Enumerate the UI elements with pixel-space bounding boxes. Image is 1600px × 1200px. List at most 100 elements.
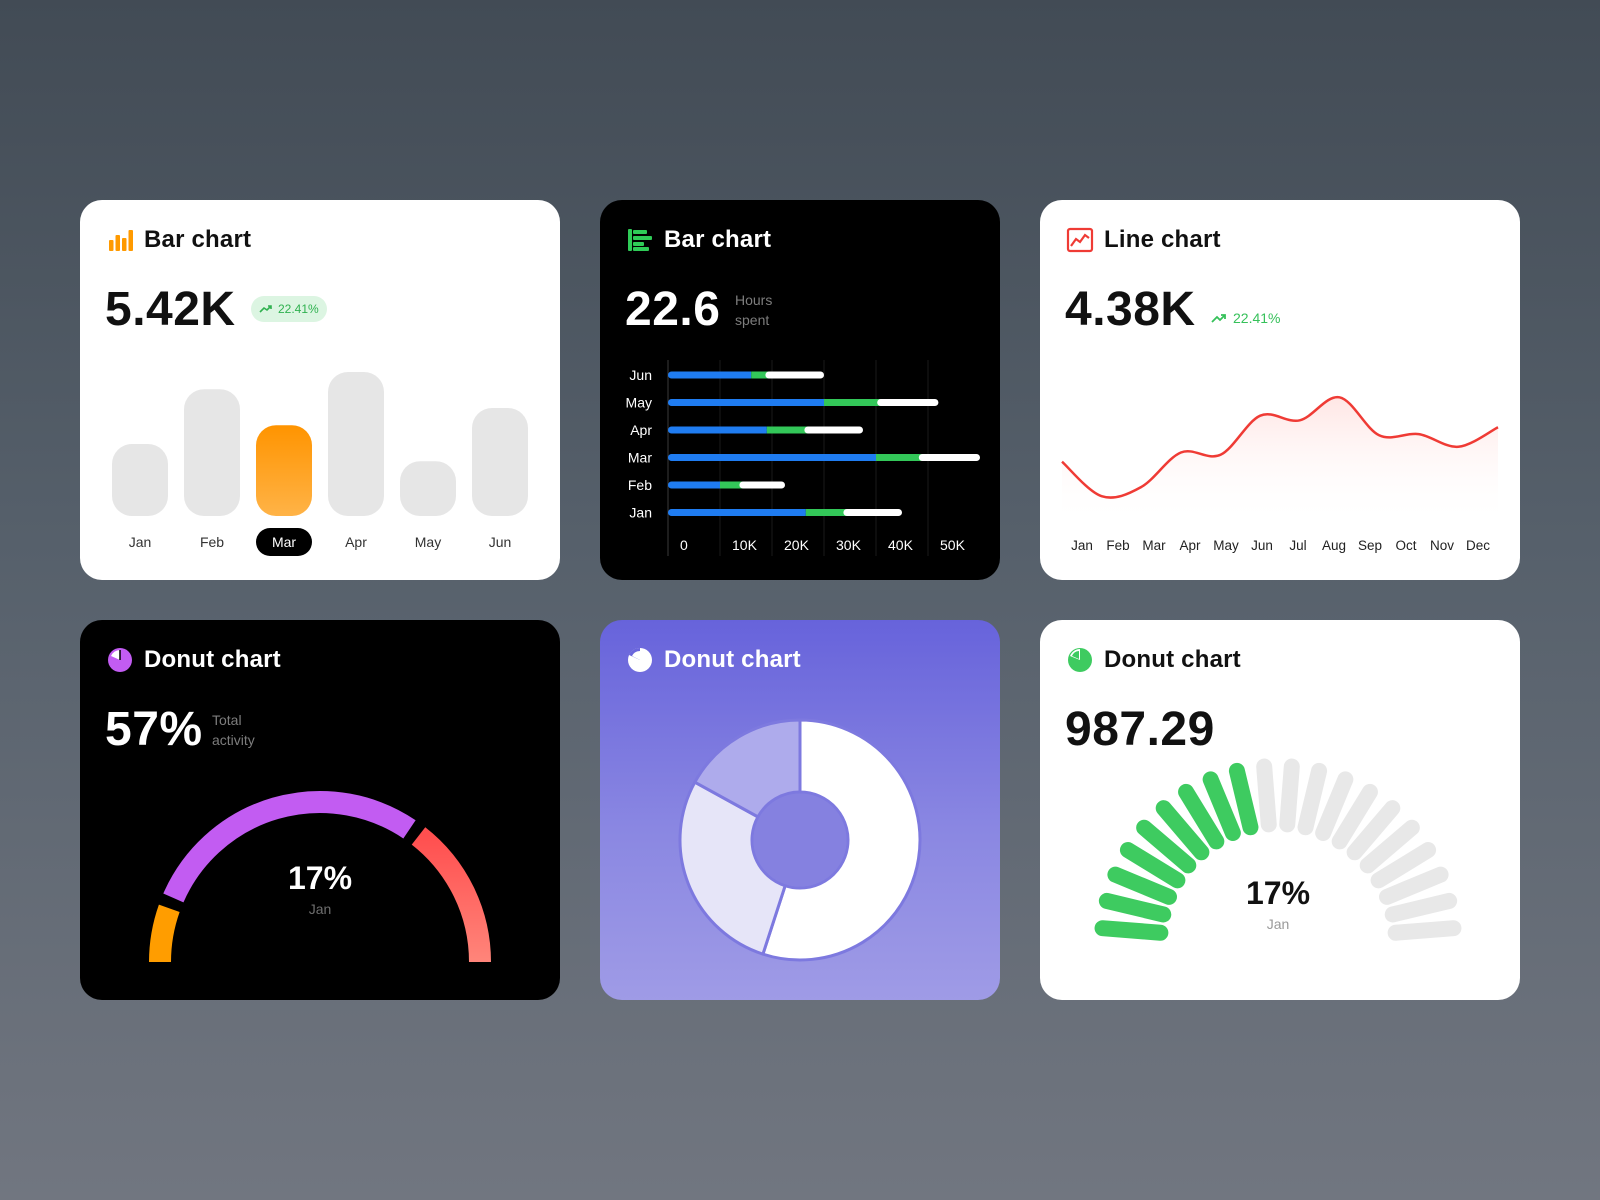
gauge-center-value: 17% (1245, 875, 1311, 911)
x-tick-label: Dec (1466, 538, 1490, 553)
segmented-gauge-chart (1094, 758, 1462, 941)
bar-feb (184, 389, 240, 516)
metric-unit-line1: Hours (735, 292, 773, 308)
vertical-bar-chart: Jan Feb Mar Apr May Jun (112, 372, 528, 556)
y-tick-label: Feb (628, 477, 652, 493)
x-tick-label: Nov (1430, 538, 1454, 553)
gauge-tick-empty (1359, 819, 1420, 874)
x-tick-label: 30K (836, 537, 862, 553)
y-tick-label: Jan (629, 505, 652, 521)
metric-unit-line2: spent (735, 312, 770, 328)
horizontal-bar-chart: 0 10K 20K 30K 40K 50K Jun May Apr Mar Feb Jan (626, 360, 980, 556)
bar-segment (876, 454, 923, 461)
pie-chart-icon (628, 647, 652, 672)
x-tick-label: Jun (489, 534, 512, 550)
bar-segment (824, 399, 882, 406)
gauge-segment (149, 904, 180, 963)
metric-value: 57% (105, 703, 203, 756)
growth-trend: 22.41% (1211, 310, 1280, 326)
x-tick-label: Apr (345, 534, 367, 550)
gauge-tick-empty (1370, 842, 1437, 889)
bar-segment (739, 481, 785, 489)
card-title: Donut chart (626, 642, 801, 678)
pie-chart-icon (1068, 648, 1092, 672)
card-title-text: Line chart (1104, 226, 1221, 253)
line-area (1062, 397, 1498, 525)
card-title-text: Donut chart (664, 646, 801, 673)
gauge-segment (411, 827, 491, 963)
x-tick-label: Jun (1251, 538, 1273, 553)
gauge-center-label: Jan (308, 901, 332, 917)
segmented-gauge-card: Donut chart 987.29 17% Jan (1040, 620, 1520, 1000)
gauge-tick-empty (1297, 762, 1328, 836)
line-chart-card: Line chart 4.38K 22.41% Jan Feb Mar Apr May J… (1040, 200, 1520, 580)
bar-segment (672, 426, 767, 434)
donut-hole (753, 793, 847, 887)
bar-chart-icon (109, 230, 133, 251)
gauge-donut-card: Donut chart 57% Total activity 17% Jan (80, 620, 560, 1000)
gauge-tick-filled (1155, 800, 1210, 861)
y-tick-label: Apr (630, 422, 652, 438)
gauge-tick-empty (1346, 800, 1401, 861)
bar-segment (804, 426, 863, 434)
bar-segment (672, 481, 720, 489)
bar-segment (877, 399, 939, 406)
card-title: Bar chart (106, 222, 251, 258)
x-tick-label: 0 (680, 537, 688, 553)
x-tick-label: Jan (1071, 538, 1093, 553)
bar-may (400, 461, 456, 516)
gauge-chart (149, 791, 491, 963)
gauge-tick-empty (1331, 783, 1378, 850)
card-title: Bar chart (626, 222, 771, 258)
donut-slice (678, 780, 787, 956)
x-tick-label: Mar (272, 534, 296, 550)
x-tick-label: Feb (200, 534, 224, 550)
bar-segment (765, 371, 824, 379)
donut-slice (693, 718, 802, 819)
gauge-tick-filled (1136, 819, 1197, 874)
trend-up-icon (1211, 313, 1226, 323)
y-tick-label: Mar (628, 450, 652, 466)
bar-chart-card: Bar chart 5.42K 22.41% Jan Feb Mar Apr May Ju… (80, 200, 560, 580)
metric-value: 22.6 (625, 283, 721, 336)
x-tick-label: 50K (940, 537, 966, 553)
line-series (1061, 396, 1499, 499)
bar-segment (918, 454, 980, 461)
gauge-center: 17% Jan (270, 860, 370, 917)
x-tick-label: 20K (784, 537, 810, 553)
y-tick-label: May (626, 395, 652, 411)
horizontal-bar-chart-icon (628, 229, 652, 251)
gauge-tick-filled (1119, 842, 1186, 889)
donut-chart (678, 718, 922, 962)
horizontal-bar-chart-card: Bar chart 22.6 Hours spent 0 10K 20K 30K 40K… (600, 200, 1000, 580)
gauge-center: 17% Jan (1228, 875, 1328, 932)
x-tick-label: Sep (1358, 538, 1382, 553)
y-tick-label: Jun (629, 367, 652, 383)
bar-segment (672, 399, 824, 406)
gauge-tick-filled (1202, 771, 1241, 841)
growth-trend-text: 22.41% (1233, 310, 1281, 326)
donut-card: Donut chart (600, 620, 1000, 1000)
trend-up-icon (259, 305, 272, 313)
metric-value: 987.29 (1065, 703, 1215, 756)
card-title: Donut chart (1066, 642, 1241, 678)
card-title-text: Donut chart (144, 646, 281, 673)
growth-badge: 22.41% (251, 296, 327, 322)
card-title-text: Donut chart (1104, 646, 1241, 673)
bar-jan (112, 444, 168, 516)
bar-segment (805, 509, 848, 516)
metric-value: 4.38K (1065, 283, 1196, 336)
gauge-tick-filled (1098, 892, 1172, 923)
card-title-text: Bar chart (664, 226, 772, 253)
bar-jun (472, 408, 528, 516)
gauge-tick-filled (1228, 762, 1259, 836)
x-tick-label: Apr (1179, 538, 1201, 553)
x-tick-label: Mar (1142, 538, 1166, 553)
x-tick-label: Jul (1289, 538, 1306, 553)
bar-segment (843, 509, 902, 516)
gauge-center-label: Jan (1266, 916, 1290, 932)
growth-badge-text: 22.41% (278, 302, 319, 316)
metric-unit: Total activity (212, 710, 255, 750)
bar-segment (751, 371, 770, 379)
metric-unit: Hours spent (735, 290, 772, 330)
